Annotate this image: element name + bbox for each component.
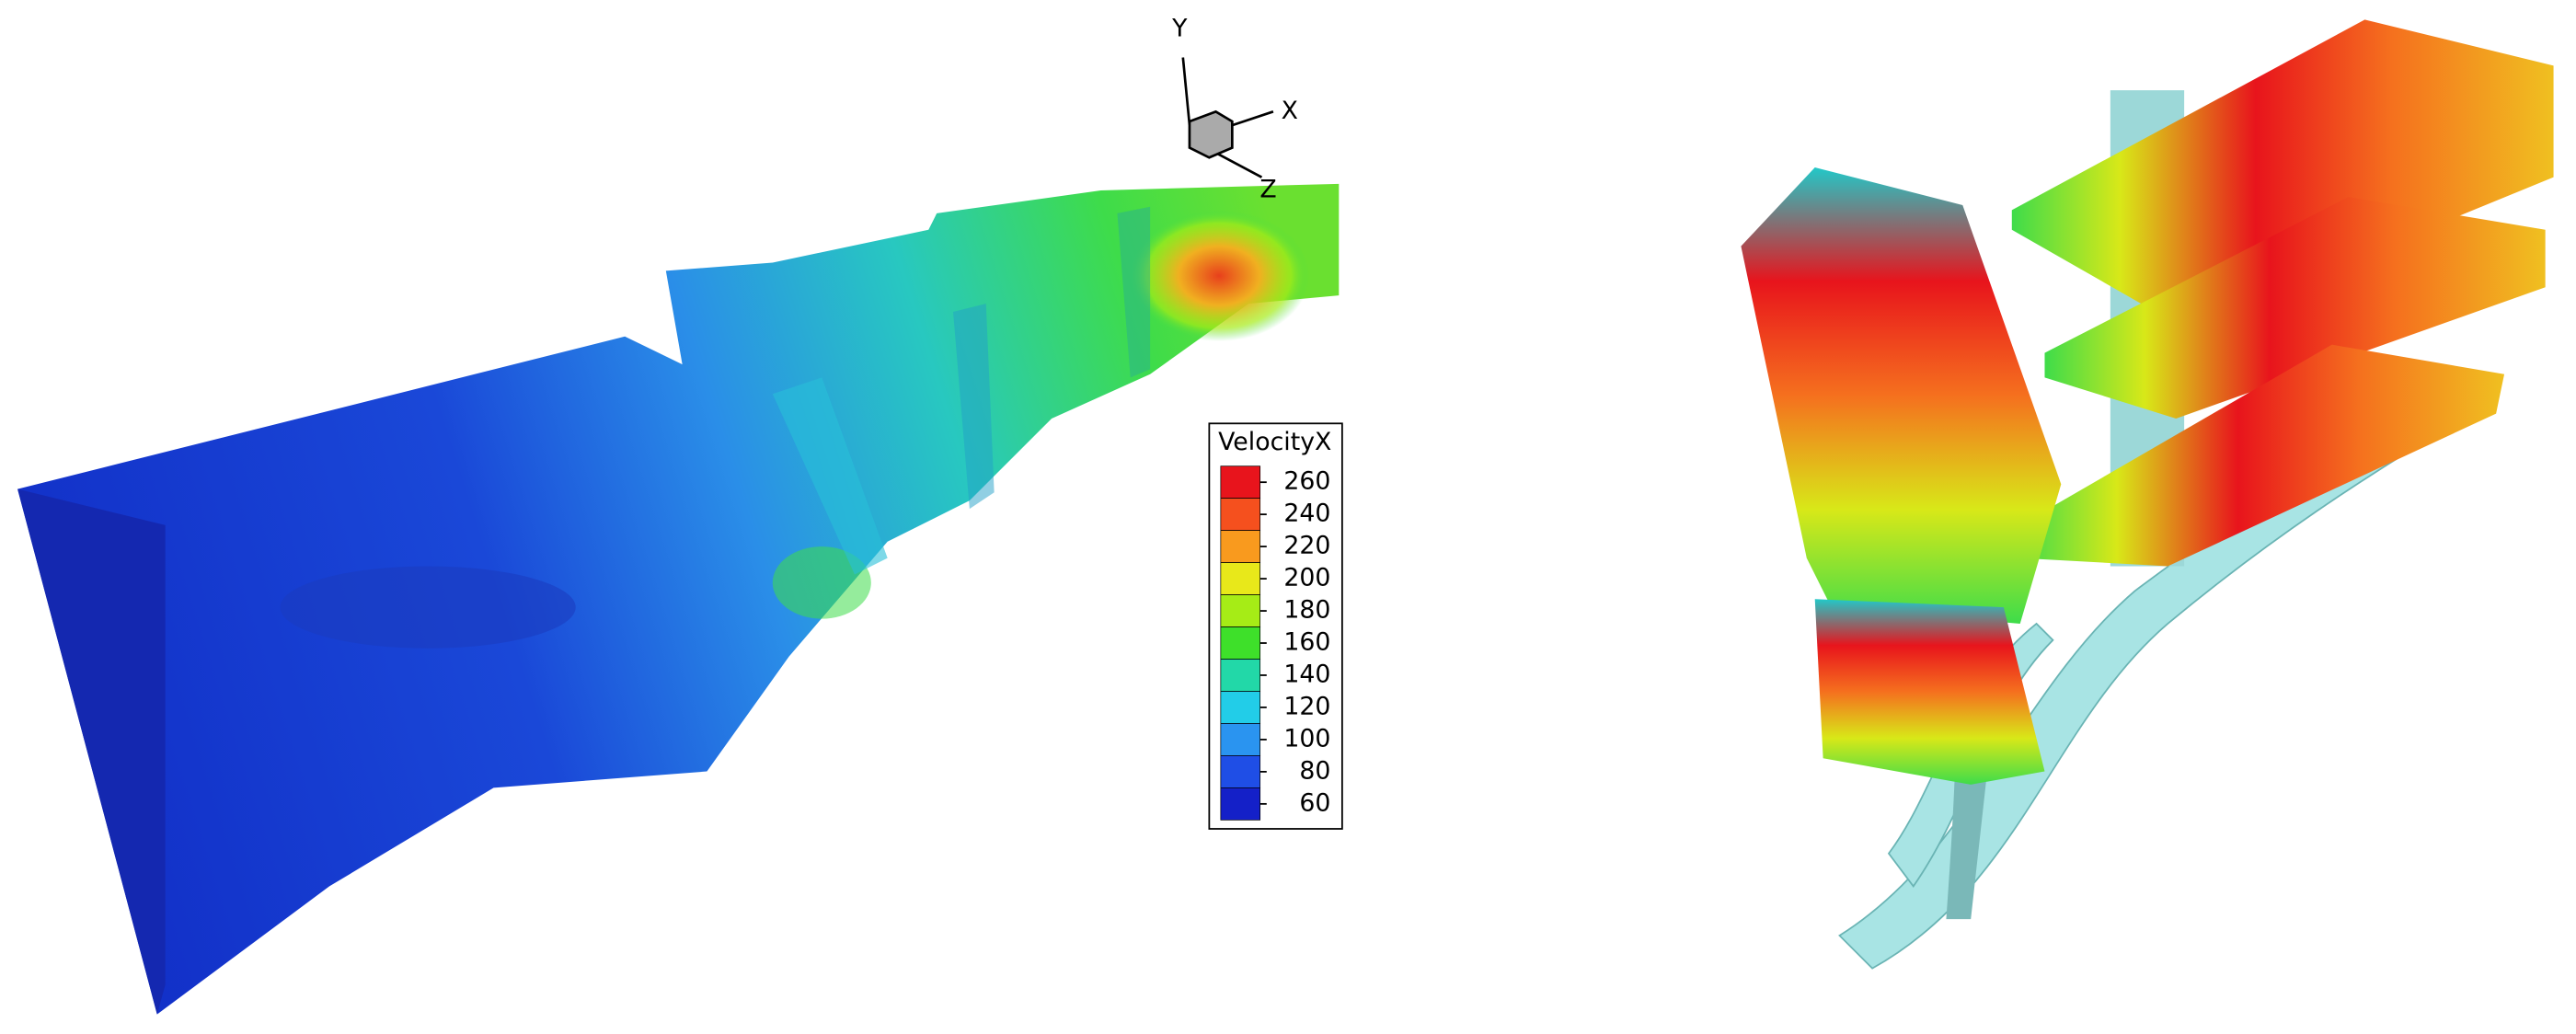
legend-swatch [1220,465,1261,500]
legend-title: VelocityX [1218,428,1331,456]
axis-line [1212,149,1263,178]
triad-cube [1188,109,1234,159]
legend-label: 160 [1283,628,1330,657]
axis-label: Y [1171,15,1188,43]
blade-view [1741,19,2554,970]
blade-row [953,304,995,510]
blade-row [772,377,888,575]
legend-swatch [1220,498,1261,531]
legend-swatch [1220,562,1261,595]
legend-swatch [1220,691,1261,724]
axis-triad [1181,57,1274,178]
axis-label: X [1282,97,1298,125]
legend-label: 180 [1283,596,1330,625]
legend-swatch [1220,723,1261,756]
legend-swatch [1220,787,1261,821]
duct-surface [17,183,1340,1015]
flow-domain [17,183,1340,1015]
axis-label: Z [1259,175,1276,203]
hot-spot [1128,210,1310,342]
legend-label: 80 [1299,756,1330,785]
duct-front-face [17,488,166,1015]
legend-swatch [1220,530,1261,563]
legend-label: 140 [1283,660,1330,688]
legend-label: 200 [1283,564,1330,592]
legend-label: 260 [1283,467,1330,496]
legend-swatch [1220,594,1261,627]
flow-region [280,566,576,649]
legend-label: 120 [1283,692,1330,720]
axis-line [1181,57,1191,125]
flow-region [772,546,871,619]
legend-label: 220 [1283,532,1330,560]
legend: VelocityX 260 240 220 200 180 160 140 120 100 80 6… [1208,422,1343,830]
contour-plane [1814,599,2045,785]
legend-swatch [1220,659,1261,692]
contour-plane [2044,197,2546,419]
legend-swatch [1220,755,1261,788]
contour-plane [1741,167,2062,624]
legend-label: 60 [1299,788,1330,817]
legend-label: 100 [1283,724,1330,753]
legend-swatch [1220,626,1261,660]
blade-row [1117,206,1151,378]
legend-label: 240 [1283,500,1330,528]
contour-plane [2019,344,2505,567]
contour-plane [2011,19,2554,328]
